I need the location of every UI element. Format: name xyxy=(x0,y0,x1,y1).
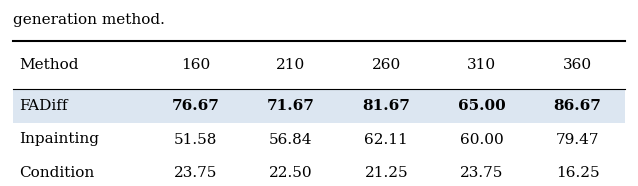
Text: 65.00: 65.00 xyxy=(458,99,506,113)
Text: 260: 260 xyxy=(372,58,401,72)
Text: Condition: Condition xyxy=(19,166,94,180)
Text: generation method.: generation method. xyxy=(13,13,165,27)
Text: 23.75: 23.75 xyxy=(460,166,503,180)
Text: 51.58: 51.58 xyxy=(174,132,217,147)
Text: 56.84: 56.84 xyxy=(269,132,313,147)
Text: Method: Method xyxy=(19,58,78,72)
Text: 310: 310 xyxy=(468,58,496,72)
Text: 60.00: 60.00 xyxy=(460,132,504,147)
Text: 86.67: 86.67 xyxy=(554,99,602,113)
Text: Inpainting: Inpainting xyxy=(19,132,99,147)
Text: 22.50: 22.50 xyxy=(269,166,313,180)
Text: 23.75: 23.75 xyxy=(174,166,217,180)
Text: 62.11: 62.11 xyxy=(364,132,408,147)
Text: 71.67: 71.67 xyxy=(267,99,315,113)
Text: 21.25: 21.25 xyxy=(364,166,408,180)
Text: 79.47: 79.47 xyxy=(556,132,599,147)
Text: 360: 360 xyxy=(563,58,592,72)
Text: 160: 160 xyxy=(181,58,210,72)
Text: 81.67: 81.67 xyxy=(362,99,410,113)
Text: FADiff: FADiff xyxy=(19,99,68,113)
Text: 76.67: 76.67 xyxy=(172,99,219,113)
Text: 210: 210 xyxy=(276,58,306,72)
Bar xyxy=(13,89,625,123)
Text: 16.25: 16.25 xyxy=(556,166,599,180)
